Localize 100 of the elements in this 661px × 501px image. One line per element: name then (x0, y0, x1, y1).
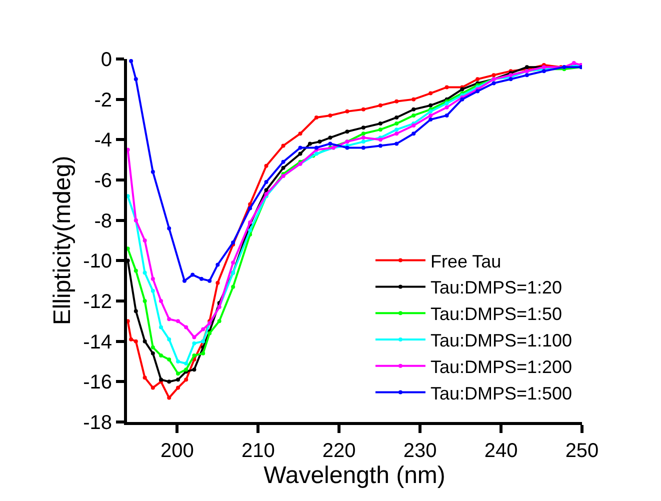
x-tick-label: 200 (160, 440, 194, 462)
point (318, 140, 322, 144)
point (361, 136, 366, 140)
point (182, 278, 186, 283)
point (127, 194, 130, 198)
point (298, 132, 302, 136)
point (176, 360, 180, 364)
point (361, 146, 366, 150)
point (314, 152, 318, 156)
point (231, 284, 236, 289)
point (201, 351, 206, 356)
point (192, 368, 196, 372)
point (216, 262, 220, 267)
legend-label: Tau:DMPS=1:100 (430, 330, 572, 351)
point (176, 372, 180, 376)
point (150, 386, 155, 390)
y-tick-label: -10 (83, 250, 112, 273)
y-tick-label: -18 (83, 412, 112, 434)
point (142, 376, 147, 380)
point (524, 73, 529, 78)
point (127, 258, 130, 263)
point (142, 270, 147, 275)
point (127, 148, 130, 152)
point (394, 99, 399, 104)
point (361, 140, 366, 144)
x-tick-label: 230 (403, 440, 437, 462)
point (129, 59, 134, 64)
point (216, 280, 220, 285)
point (476, 77, 480, 82)
legend-label: Tau:DMPS=1:500 (430, 383, 572, 404)
point (298, 152, 302, 156)
point (192, 353, 196, 358)
point (394, 115, 399, 120)
x-tick-label: 240 (484, 440, 518, 462)
legend-label: Tau:DMPS=1:50 (430, 304, 562, 324)
point (281, 166, 286, 170)
point (444, 105, 449, 110)
point (281, 160, 286, 164)
point (129, 337, 134, 342)
y-tick-label: -12 (83, 291, 112, 313)
point (328, 113, 332, 118)
point (176, 319, 180, 324)
point (428, 118, 433, 122)
point (167, 226, 172, 230)
point (167, 337, 172, 342)
point (394, 132, 399, 136)
point (167, 380, 172, 384)
point (199, 276, 204, 281)
y-tick-label: -8 (94, 210, 112, 232)
point (412, 132, 416, 136)
point (248, 228, 252, 232)
point (298, 146, 302, 150)
point (314, 115, 318, 120)
point (184, 325, 188, 330)
point (264, 188, 268, 192)
point (412, 113, 416, 118)
point (150, 351, 155, 356)
point (444, 85, 449, 90)
point (394, 142, 399, 146)
point (361, 132, 366, 136)
point (492, 81, 496, 86)
point (167, 317, 172, 322)
point (127, 246, 130, 251)
point (572, 61, 576, 66)
point (201, 327, 206, 332)
x-axis-title: Wavelength (nm) (264, 462, 446, 489)
point (127, 319, 130, 324)
point (134, 339, 138, 344)
point (428, 91, 433, 96)
point (184, 378, 188, 382)
point (412, 97, 416, 102)
point (378, 128, 382, 132)
point (281, 144, 286, 148)
point (264, 180, 268, 184)
point (345, 130, 350, 134)
point (192, 335, 196, 340)
point (378, 103, 382, 108)
point (444, 113, 449, 118)
point (308, 142, 312, 146)
point (159, 299, 163, 303)
x-tick-label: 210 (241, 440, 275, 462)
point (412, 107, 416, 112)
point (192, 341, 196, 346)
point (190, 272, 195, 277)
point (142, 339, 147, 344)
point (361, 107, 366, 112)
point (378, 144, 382, 148)
y-tick-label: -14 (83, 331, 112, 354)
legend-label: Tau:DMPS=1:20 (430, 278, 562, 298)
point (492, 73, 496, 78)
legend-label: Free Tau (430, 251, 502, 272)
point (159, 353, 163, 358)
point (134, 268, 138, 273)
legend-label: Tau:DMPS=1:200 (430, 356, 572, 377)
point (150, 276, 155, 281)
point (378, 122, 382, 126)
y-tick-label: -6 (94, 170, 112, 192)
x-tick-label: 220 (322, 440, 356, 462)
point (361, 126, 366, 130)
point (184, 362, 188, 366)
